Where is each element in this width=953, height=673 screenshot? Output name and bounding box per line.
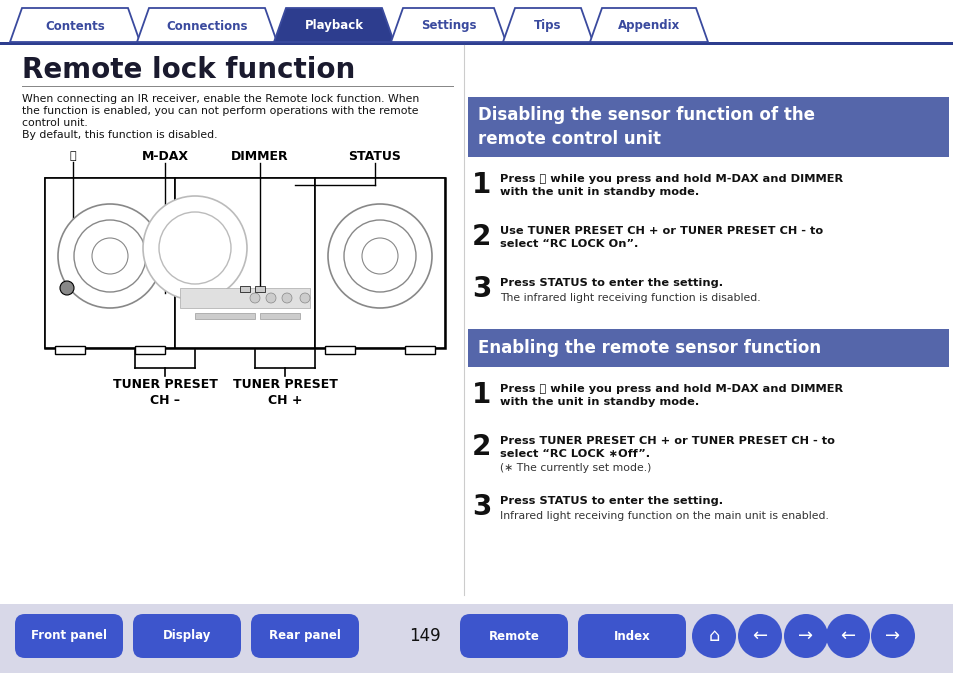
Circle shape <box>58 204 162 308</box>
Text: TUNER PRESET
CH –: TUNER PRESET CH – <box>112 378 217 407</box>
Text: select “RC LOCK On”.: select “RC LOCK On”. <box>499 239 638 249</box>
Text: control unit.: control unit. <box>22 118 88 128</box>
Text: (∗ The currently set mode.): (∗ The currently set mode.) <box>499 463 651 473</box>
Text: Settings: Settings <box>420 20 476 32</box>
Text: By default, this function is disabled.: By default, this function is disabled. <box>22 130 217 140</box>
Bar <box>254 286 265 292</box>
Text: Press ⏻ while you press and hold M-DAX and DIMMER: Press ⏻ while you press and hold M-DAX a… <box>499 384 842 394</box>
Circle shape <box>361 238 397 274</box>
Text: with the unit in standby mode.: with the unit in standby mode. <box>499 397 699 407</box>
Circle shape <box>282 293 292 303</box>
Bar <box>22 86 454 87</box>
Text: Press STATUS to enter the setting.: Press STATUS to enter the setting. <box>499 278 722 288</box>
Text: Tips: Tips <box>534 20 561 32</box>
Text: Connections: Connections <box>166 20 248 32</box>
Polygon shape <box>502 8 593 42</box>
Polygon shape <box>391 8 505 42</box>
FancyBboxPatch shape <box>132 614 241 658</box>
Text: 3: 3 <box>472 493 491 521</box>
Text: Press STATUS to enter the setting.: Press STATUS to enter the setting. <box>499 496 722 506</box>
Text: Rear panel: Rear panel <box>269 629 340 643</box>
Circle shape <box>870 614 914 658</box>
Text: Press TUNER PRESET CH + or TUNER PRESET CH - to: Press TUNER PRESET CH + or TUNER PRESET … <box>499 436 834 446</box>
Text: remote control unit: remote control unit <box>477 130 660 148</box>
Bar <box>325 346 355 354</box>
Text: 2: 2 <box>472 223 491 251</box>
Text: the function is enabled, you can not perform operations with the remote: the function is enabled, you can not per… <box>22 106 418 116</box>
Circle shape <box>91 238 128 274</box>
Bar <box>0 604 953 673</box>
Text: 149: 149 <box>409 627 440 645</box>
Circle shape <box>60 281 74 295</box>
Text: ⌂: ⌂ <box>707 627 719 645</box>
FancyBboxPatch shape <box>251 614 358 658</box>
FancyBboxPatch shape <box>578 614 685 658</box>
Text: STATUS: STATUS <box>348 149 401 162</box>
Bar <box>468 97 948 157</box>
Circle shape <box>74 220 146 292</box>
Text: Appendix: Appendix <box>618 20 679 32</box>
Text: Remote: Remote <box>488 629 538 643</box>
Circle shape <box>783 614 827 658</box>
Text: Remote lock function: Remote lock function <box>22 56 355 84</box>
Text: Contents: Contents <box>45 20 105 32</box>
Text: Display: Display <box>163 629 211 643</box>
Text: Use TUNER PRESET CH + or TUNER PRESET CH - to: Use TUNER PRESET CH + or TUNER PRESET CH… <box>499 226 822 236</box>
Polygon shape <box>589 8 707 42</box>
Circle shape <box>266 293 275 303</box>
Circle shape <box>250 293 260 303</box>
Bar <box>468 329 948 367</box>
Bar <box>194 313 254 319</box>
Text: DIMMER: DIMMER <box>231 149 289 162</box>
Bar <box>405 346 435 354</box>
Text: Index: Index <box>613 629 650 643</box>
Circle shape <box>328 204 432 308</box>
Circle shape <box>143 196 247 300</box>
Bar <box>314 178 444 348</box>
Text: Infrared light receiving function on the main unit is enabled.: Infrared light receiving function on the… <box>499 511 828 521</box>
Text: 1: 1 <box>472 171 491 199</box>
Polygon shape <box>10 8 140 42</box>
Text: with the unit in standby mode.: with the unit in standby mode. <box>499 187 699 197</box>
Bar <box>240 286 250 292</box>
Bar <box>180 288 310 308</box>
Text: When connecting an IR receiver, enable the Remote lock function. When: When connecting an IR receiver, enable t… <box>22 94 418 104</box>
Circle shape <box>738 614 781 658</box>
Bar <box>260 313 299 319</box>
Polygon shape <box>274 8 394 42</box>
FancyBboxPatch shape <box>459 614 567 658</box>
Text: 1: 1 <box>472 381 491 409</box>
Circle shape <box>691 614 735 658</box>
Circle shape <box>159 212 231 284</box>
Bar <box>0 42 953 45</box>
Text: ⏻: ⏻ <box>70 151 76 161</box>
Text: The infrared light receiving function is disabled.: The infrared light receiving function is… <box>499 293 760 303</box>
Bar <box>45 178 174 348</box>
Text: Enabling the remote sensor function: Enabling the remote sensor function <box>477 339 821 357</box>
Text: M-DAX: M-DAX <box>141 149 189 162</box>
Text: Disabling the sensor function of the: Disabling the sensor function of the <box>477 106 814 124</box>
Bar <box>45 178 444 348</box>
Text: select “RC LOCK ∗Off”.: select “RC LOCK ∗Off”. <box>499 449 649 459</box>
Polygon shape <box>137 8 276 42</box>
Text: TUNER PRESET
CH +: TUNER PRESET CH + <box>233 378 337 407</box>
Text: Press ⏻ while you press and hold M-DAX and DIMMER: Press ⏻ while you press and hold M-DAX a… <box>499 174 842 184</box>
Circle shape <box>299 293 310 303</box>
Text: →: → <box>884 627 900 645</box>
Text: 3: 3 <box>472 275 491 303</box>
Bar <box>55 346 85 354</box>
Text: Playback: Playback <box>304 20 363 32</box>
Text: ←: ← <box>752 627 767 645</box>
Bar <box>174 178 314 348</box>
Text: →: → <box>798 627 813 645</box>
Text: 2: 2 <box>472 433 491 461</box>
FancyBboxPatch shape <box>15 614 123 658</box>
Circle shape <box>344 220 416 292</box>
Circle shape <box>825 614 869 658</box>
Text: Front panel: Front panel <box>30 629 107 643</box>
Text: ←: ← <box>840 627 855 645</box>
Bar <box>135 346 165 354</box>
